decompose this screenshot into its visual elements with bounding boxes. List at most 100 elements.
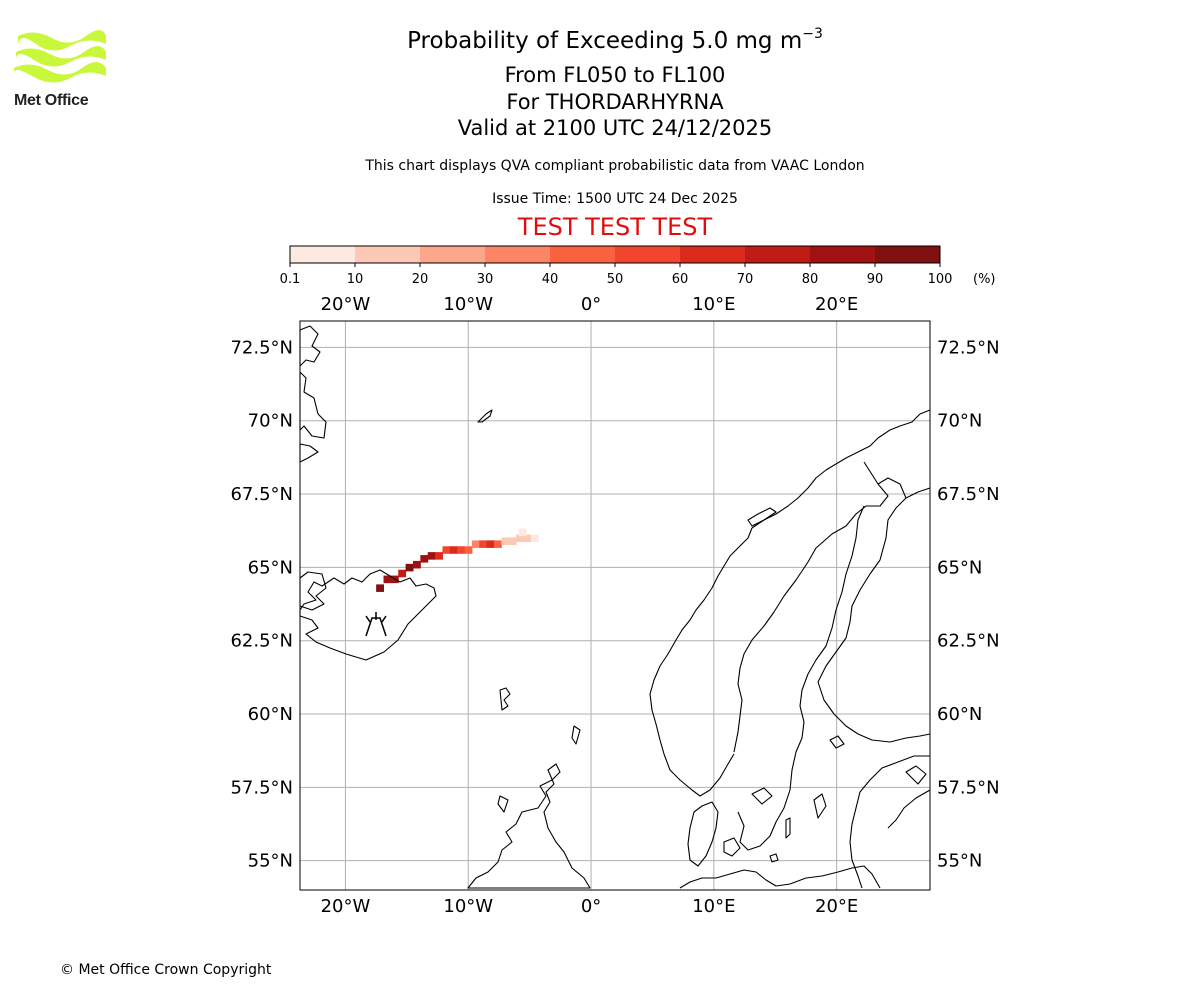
lat-label: 70°N [248, 411, 293, 432]
plume-cell [427, 552, 436, 560]
volcano-marker-icon [365, 612, 387, 637]
longitude-labels-bottom: 20°W 10°W 0° 10°E 20°E [321, 896, 859, 917]
plume-cell [435, 552, 443, 560]
plume-cell [518, 528, 527, 537]
colorbar-tick-label: 80 [802, 272, 819, 287]
coastline-germany-poland [679, 865, 881, 889]
plume-cell [383, 575, 392, 584]
lat-label: 55°N [937, 851, 982, 872]
colorbar-tick-label: 100 [928, 272, 953, 287]
test-banner: TEST TEST TEST [517, 213, 713, 241]
plume-cell [412, 560, 421, 569]
lon-label: 10°W [443, 896, 493, 917]
colorbar-tick-label: 20 [412, 272, 429, 287]
colorbar-segment [355, 246, 421, 263]
coastline-britain [497, 795, 509, 813]
lat-label: 70°N [937, 411, 982, 432]
colorbar-tick-label: 0.1 [280, 272, 301, 287]
logo-wave [18, 30, 106, 51]
coastline-greenland [299, 571, 327, 611]
lat-label: 62.5°N [937, 631, 1000, 652]
border-norway-sweden [733, 461, 889, 753]
plume-cell [516, 534, 525, 543]
border-finland [877, 477, 907, 499]
lat-label: 60°N [937, 704, 982, 725]
lon-label: 0° [581, 294, 601, 315]
lat-label: 62.5°N [230, 631, 293, 652]
colorbar-segment [680, 246, 746, 263]
copyright: © Met Office Crown Copyright [60, 962, 272, 978]
colorbar: 0.1 10 20 30 40 50 60 70 80 90 100 (%) [280, 245, 996, 287]
logo-wave [16, 46, 106, 67]
lake-vanern [751, 787, 773, 805]
lon-label: 20°E [815, 294, 858, 315]
map-frame [299, 320, 931, 891]
coastline-aland [829, 735, 845, 749]
colorbar-unit: (%) [973, 272, 996, 287]
met-office-logo: Met Office [14, 30, 109, 112]
valid-time: Valid at 2100 UTC 24/12/2025 [457, 116, 773, 140]
coastline-baltics [849, 755, 930, 889]
chart-title: Probability of Exceeding 5.0 mg m−3 [0, 26, 1200, 54]
flight-levels: From FL050 to FL100 [504, 63, 726, 87]
plume-cell [420, 555, 429, 563]
colorbar-tick-label: 10 [347, 272, 364, 287]
plume-cell [457, 546, 466, 554]
colorbar-tick-label: 60 [672, 272, 689, 287]
lat-label: 65°N [248, 557, 293, 578]
lat-label: 55°N [248, 851, 293, 872]
plume-cell [523, 534, 532, 543]
lat-label: 67.5°N [230, 484, 293, 505]
colorbar-segment [550, 246, 616, 263]
lat-label: 72.5°N [230, 337, 293, 358]
lat-label: 72.5°N [937, 337, 1000, 358]
colorbar-segment [290, 246, 356, 263]
plume-cell [376, 584, 385, 592]
plume-cell [508, 537, 517, 545]
colorbar-tick-label: 40 [542, 272, 559, 287]
plume-cell [442, 546, 451, 554]
volcano-name: For THORDARHYRNA [506, 90, 724, 114]
coastline-denmark [687, 801, 719, 867]
colorbar-segment [810, 246, 876, 263]
plume-cell [501, 537, 510, 545]
coastline-oland [785, 817, 791, 839]
coastline-jan-mayen [477, 409, 493, 423]
plume-cell [530, 534, 539, 543]
coastline-denmark [723, 837, 741, 857]
coastline-britain [467, 763, 591, 889]
source-note: This chart displays QVA compliant probab… [365, 158, 865, 174]
colorbar-segment [615, 246, 681, 263]
lake-ladoga [905, 765, 927, 785]
longitude-labels-top: 20°W 10°W 0° 10°E 20°E [321, 294, 859, 315]
lon-label: 0° [581, 896, 601, 917]
lon-label: 20°W [321, 896, 371, 917]
coastlines [299, 325, 931, 889]
coastline-gotland [813, 793, 827, 819]
coastline-faroes [499, 687, 511, 711]
coastline-iceland [299, 569, 437, 661]
plume-cell [449, 546, 458, 554]
colorbar-tick-label: 90 [867, 272, 884, 287]
colorbar-segment [745, 246, 811, 263]
logo-text: Met Office [14, 92, 89, 109]
coastline-finland [817, 487, 931, 743]
coastline-greenland [299, 325, 321, 367]
coastline-bornholm [769, 853, 779, 863]
latitude-labels-left: 72.5°N 70°N 67.5°N 65°N 62.5°N 60°N 57.5°N 55°N [230, 337, 293, 871]
coastline-shetland [571, 725, 581, 745]
plume-cell [479, 540, 488, 548]
lat-label: 57.5°N [937, 777, 1000, 798]
lat-label: 67.5°N [937, 484, 1000, 505]
colorbar-tick-label: 30 [477, 272, 494, 287]
lon-label: 10°E [692, 294, 735, 315]
plume-cell [405, 563, 414, 572]
coastline-greenland [299, 443, 319, 463]
plume-cell [464, 546, 473, 554]
coastline-greenland [299, 371, 327, 439]
coastline-lofoten [747, 507, 777, 527]
logo-wave [14, 62, 106, 83]
gridlines [300, 321, 930, 890]
chart-title-text: Probability of Exceeding 5.0 mg m [407, 28, 803, 54]
lat-label: 65°N [937, 557, 982, 578]
